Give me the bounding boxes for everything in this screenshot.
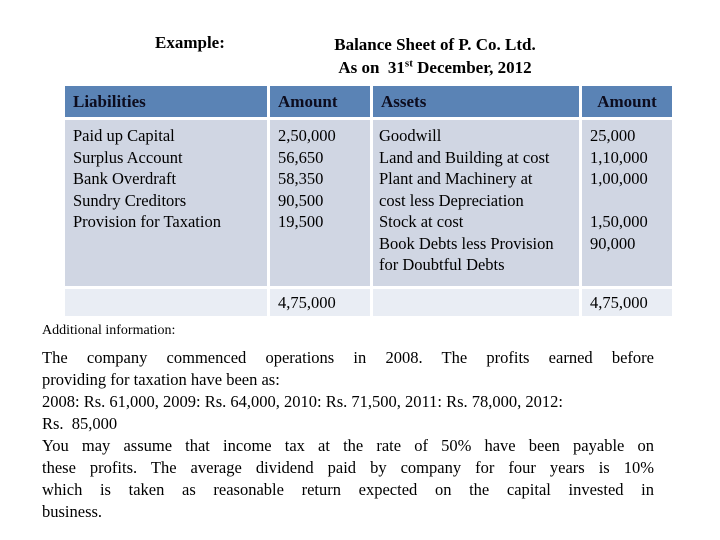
cell-line: Surplus Account bbox=[73, 147, 183, 167]
info-line: 2008: Rs. 61,000, 2009: Rs. 64,000, 2010… bbox=[42, 392, 564, 411]
assets-amounts-cell: 25,000 1,10,000 1,00,000 1,50,000 90,000 bbox=[582, 120, 672, 286]
info-line: You may assume that income tax at the ra… bbox=[42, 436, 654, 455]
assets-cell: Goodwill Land and Building at cost Plant a… bbox=[373, 120, 579, 286]
title-line-1: Balance Sheet of P. Co. Ltd. bbox=[334, 35, 536, 54]
cell-line: 56,650 bbox=[278, 147, 324, 167]
cell-line: Bank Overdraft bbox=[73, 169, 177, 188]
cell-line: Plant and Machinery at bbox=[379, 169, 533, 188]
cell-line: Sundry Creditors bbox=[73, 190, 187, 210]
cell-line: Goodwill bbox=[379, 126, 442, 145]
cell-line: 1,00,000 bbox=[590, 169, 648, 188]
ordinal-superscript: st bbox=[404, 57, 413, 70]
example-label: Example: bbox=[155, 33, 225, 52]
liabilities-cell: Paid up Capital Surplus Account Bank Overd… bbox=[65, 120, 267, 286]
balance-sheet-title: Balance Sheet of P. Co. Ltd. As on 31st … bbox=[295, 33, 575, 79]
cell-line: Provision for Taxation bbox=[73, 212, 221, 231]
header-assets: Assets bbox=[373, 86, 579, 117]
cell-line: 19,500 bbox=[278, 212, 324, 231]
cell-line: 2,50,000 bbox=[278, 126, 336, 145]
title-line-2: As on 31st December, 2012 bbox=[295, 56, 575, 79]
header-liabilities: Liabilities bbox=[65, 86, 267, 117]
cell-line bbox=[590, 190, 670, 212]
info-line: Rs. 85,000 bbox=[42, 414, 118, 433]
info-line: providing for taxation have been as: bbox=[42, 370, 280, 389]
total-assets-amount: 4,75,000 bbox=[582, 289, 672, 316]
liabilities-amounts-cell: 2,50,000 56,650 58,350 90,500 19,500 bbox=[270, 120, 370, 286]
cell-line: 90,000 bbox=[590, 233, 636, 253]
cell-line: 1,50,000 bbox=[590, 212, 648, 231]
balance-sheet-table: Liabilities Amount Assets Amount Paid up… bbox=[65, 86, 672, 316]
total-cell-empty-right bbox=[373, 289, 579, 316]
header-amount-left: Amount bbox=[270, 86, 370, 117]
info-line: business. bbox=[42, 502, 103, 521]
cell-line: Paid up Capital bbox=[73, 126, 175, 145]
total-cell-empty-left bbox=[65, 289, 267, 316]
total-liabilities-amount: 4,75,000 bbox=[270, 289, 370, 316]
cell-line: Book Debts less Provision bbox=[379, 233, 554, 253]
cell-line: cost less Depreciation bbox=[379, 190, 524, 210]
additional-info-heading: Additional information: bbox=[42, 323, 176, 338]
info-line: The company commenced operations in 2008… bbox=[42, 348, 654, 367]
title-date-prefix: As on 31 bbox=[338, 58, 405, 77]
info-line: these profits. The average dividend paid… bbox=[42, 458, 654, 477]
header-amount-right: Amount bbox=[582, 86, 672, 117]
cell-line: 1,10,000 bbox=[590, 147, 648, 167]
cell-line: Stock at cost bbox=[379, 212, 464, 231]
cell-line: 58,350 bbox=[278, 169, 324, 188]
info-line: which is taken as reasonable return expe… bbox=[42, 480, 654, 499]
title-date-suffix: December, 2012 bbox=[412, 58, 532, 77]
cell-line: Land and Building at cost bbox=[379, 147, 550, 167]
additional-info-section: Additional information: The company comm… bbox=[42, 322, 654, 523]
cell-line: 90,500 bbox=[278, 190, 324, 210]
cell-line: for Doubtful Debts bbox=[379, 255, 505, 274]
cell-line: 25,000 bbox=[590, 126, 636, 145]
